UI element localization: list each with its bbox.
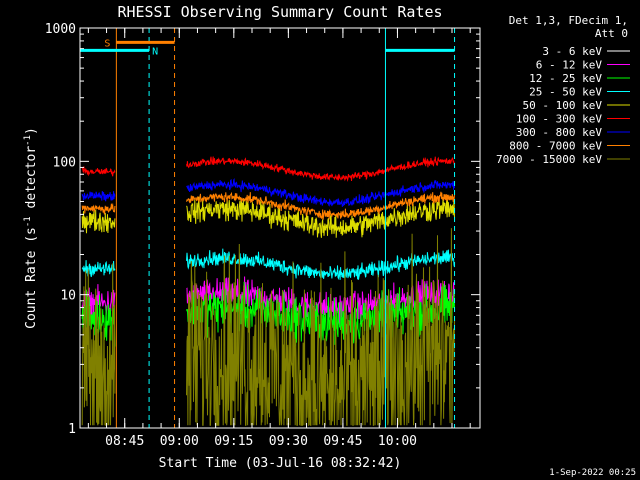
series-trace-6-segment-0 xyxy=(81,191,116,202)
x-tick-label-4: 09:45 xyxy=(323,434,362,449)
y-tick-label-0: 1 xyxy=(68,422,76,437)
series-trace-7-segment-1 xyxy=(186,191,455,220)
series-trace-7-segment-0 xyxy=(81,202,116,215)
legend-header-1: Att 0 xyxy=(595,27,628,40)
x-tick-label-0: 08:45 xyxy=(105,434,144,449)
legend-entry-label-6: 300 - 800 keV xyxy=(516,126,602,139)
series-trace-8-segment-0 xyxy=(81,263,116,426)
series-trace-3-segment-0 xyxy=(81,260,116,278)
y-tick-label-2: 100 xyxy=(53,155,76,170)
x-tick-label-1: 09:00 xyxy=(160,434,199,449)
series-trace-5-segment-0 xyxy=(81,166,116,177)
y-axis-label: Count Rate (s-1 detector-1) xyxy=(23,127,39,329)
plot-frame xyxy=(79,27,481,429)
legend-entry-label-8: 7000 - 15000 keV xyxy=(496,153,602,166)
x-axis-label: Start Time (03-Jul-16 08:32:42) xyxy=(159,456,402,471)
night-bar-label-0: N xyxy=(152,46,158,57)
y-tick-label-1: 10 xyxy=(60,289,76,304)
series-trace-6-segment-1 xyxy=(186,177,455,207)
x-tick-label-3: 09:30 xyxy=(269,434,308,449)
legend-entry-label-5: 100 - 300 keV xyxy=(516,113,602,126)
plot-area: S N 1 10 100 1000 08:45 09:00 09:15 09:30 09:45 10:… xyxy=(45,22,481,449)
x-tick-label-2: 09:15 xyxy=(214,434,253,449)
y-axis-label-sup1: -1 xyxy=(23,216,33,227)
legend-header-0: Det 1,3, FDecim 1, xyxy=(509,14,628,27)
legend-entry-label-7: 800 - 7000 keV xyxy=(509,140,602,153)
legend-entry-label-2: 12 - 25 keV xyxy=(529,72,602,85)
series-trace-5-segment-1 xyxy=(186,156,455,183)
series-trace-4-segment-1 xyxy=(186,196,455,238)
series-trace-8-segment-1 xyxy=(186,228,455,427)
legend-entry-label-1: 6 - 12 keV xyxy=(536,59,603,72)
chart-title: RHESSI Observing Summary Count Rates xyxy=(117,3,442,21)
legend-entry-label-4: 50 - 100 keV xyxy=(523,99,603,112)
y-axis-label-part1: Count Rate (s xyxy=(24,227,39,329)
y-tick-label-3: 1000 xyxy=(45,22,76,37)
footer-timestamp: 1-Sep-2022 00:25 xyxy=(549,468,636,478)
y-axis-label-sup2: -1 xyxy=(23,135,33,146)
legend-entry-label-3: 25 - 50 keV xyxy=(529,86,602,99)
series-trace-4-segment-0 xyxy=(81,209,116,234)
saa-bar-label: S xyxy=(104,38,110,49)
y-axis-label-part3: ) xyxy=(24,127,39,135)
x-tick-label-5: 10:00 xyxy=(378,434,417,449)
y-axis-label-part2: detector xyxy=(24,146,39,217)
legend-entry-label-0: 3 - 6 keV xyxy=(542,45,602,58)
